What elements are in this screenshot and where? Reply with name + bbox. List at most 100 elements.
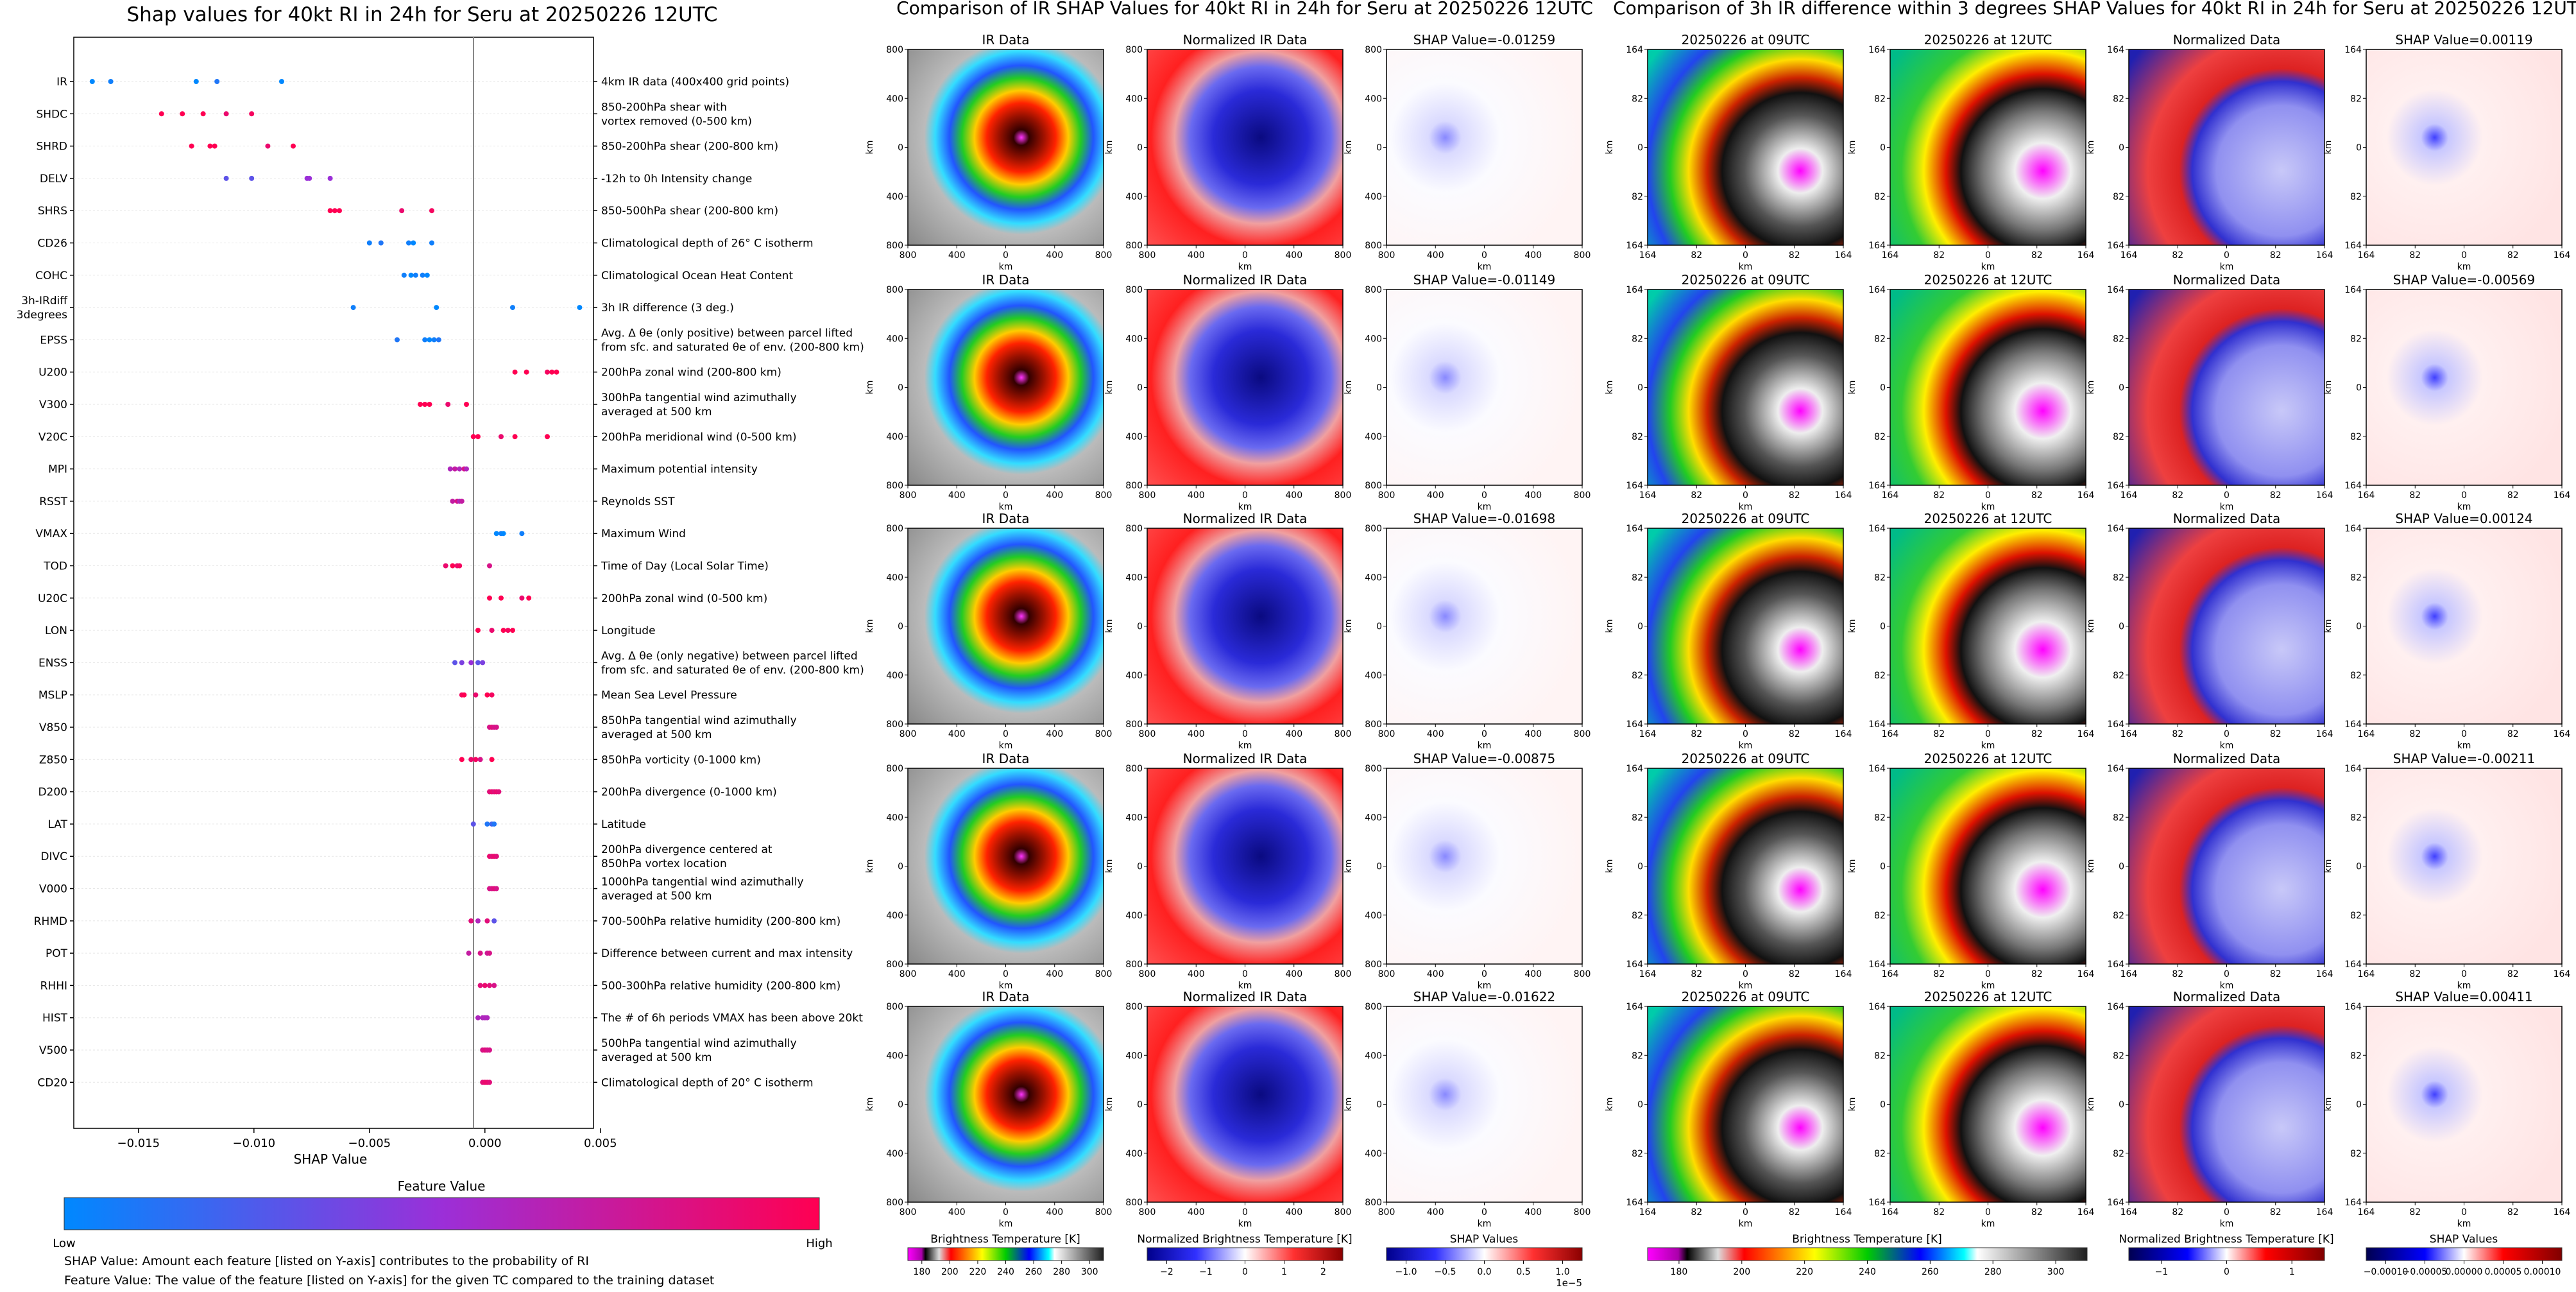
y-tick-label: 800 (886, 481, 903, 491)
x-tick-label: 0 (2224, 490, 2230, 501)
y-tick-label: 0 (1637, 622, 1643, 632)
shap-point (549, 369, 555, 375)
subplot-image (1147, 49, 1343, 246)
x-tick-label: 164 (1639, 1207, 1657, 1218)
y-tick-label: 82 (1632, 911, 1643, 921)
x-tick-label: 164 (2316, 250, 2333, 261)
y-tick-label: 82 (2113, 192, 2124, 202)
y-tick-label: 164 (1626, 285, 1643, 295)
y-tick-label: 400 (1365, 94, 1382, 104)
feature-description: 500hPa tangential wind azimuthally (601, 1037, 797, 1050)
x-tick-label: 82 (2409, 250, 2421, 261)
subplot-image (2366, 1006, 2563, 1203)
subplot-image (1386, 1006, 1583, 1203)
x-tick-label: 82 (2031, 250, 2043, 261)
x-tick-label: 82 (2172, 969, 2183, 979)
shap-point (332, 208, 337, 214)
shap-point (411, 240, 416, 246)
x-tick-label: 82 (2507, 729, 2519, 739)
colorbar-tick-label: 220 (1796, 1267, 1813, 1277)
feature-description: Reynolds SST (601, 495, 675, 508)
y-tick-label: 82 (1874, 192, 1886, 202)
y-tick-label: 164 (2107, 960, 2124, 970)
feature-description: 850-200hPa shear with (601, 101, 727, 114)
x-tick-label: 82 (2031, 1207, 2043, 1218)
subplot-image (1647, 768, 1844, 965)
y-tick-label: 82 (1874, 671, 1886, 681)
y-tick-label: 82 (2113, 911, 2124, 921)
y-axis-label: km (865, 141, 875, 155)
colorbar-tick-label: −0.00010 (2364, 1267, 2409, 1277)
y-tick-label: 400 (886, 1149, 903, 1159)
shap-point (89, 79, 95, 84)
shap-point (431, 337, 437, 343)
subplot-title: IR Data (982, 751, 1030, 766)
y-tick-label: 164 (1868, 764, 1886, 774)
shap-point (212, 143, 218, 149)
x-tick-label: 82 (1691, 729, 1702, 739)
shap-point (413, 272, 418, 278)
colorbar-tick-label: 200 (1733, 1267, 1750, 1277)
shap-point (487, 595, 492, 601)
y-tick-label: 164 (2107, 45, 2124, 55)
x-tick-label: 0 (1481, 1207, 1487, 1218)
x-tick-label: 82 (1789, 250, 1800, 261)
x-tick-label: 400 (1524, 490, 1542, 501)
subplot-image (907, 289, 1104, 486)
x-tick-label: 164 (1639, 490, 1657, 501)
x-axis-label: km (1478, 741, 1492, 751)
y-tick-label: 0 (1137, 622, 1143, 632)
feature-label: SHDC (36, 108, 67, 121)
y-axis-label: km (1104, 619, 1114, 633)
y-tick-label: 400 (886, 192, 903, 202)
shap-point (487, 983, 492, 988)
x-tick-label: 82 (1789, 490, 1800, 501)
x-tick-label: 800 (900, 1207, 917, 1218)
y-tick-label: 82 (2350, 334, 2362, 344)
feature-description: 3h IR difference (3 deg.) (601, 302, 734, 314)
feature-description: 200hPa zonal wind (200-800 km) (601, 366, 781, 379)
y-tick-label: 800 (1365, 481, 1382, 491)
shap-point (475, 918, 481, 924)
subplot-title: 20250226 at 09UTC (1682, 32, 1810, 47)
y-tick-label: 800 (886, 1198, 903, 1208)
shap-point (484, 821, 490, 827)
shap-point (395, 337, 400, 343)
y-tick-label: 400 (1365, 1149, 1382, 1159)
x-tick-label: 82 (1691, 490, 1702, 501)
x-tick-label: 164 (2316, 490, 2333, 501)
x-axis-label: km (2457, 262, 2471, 272)
subplot-image (1889, 289, 2086, 486)
x-axis-label: km (1981, 262, 1995, 272)
y-tick-label: 82 (2350, 813, 2362, 823)
x-tick-label: 800 (1095, 729, 1113, 739)
feature-label: CD26 (37, 237, 67, 250)
colorbar-tick-label: −0.00005 (2403, 1267, 2448, 1277)
x-tick-label: 164 (1639, 969, 1657, 979)
y-tick-label: 800 (1365, 1002, 1382, 1012)
shap-point (223, 175, 229, 181)
x-tick-label: 164 (2554, 490, 2571, 501)
feature-label: LAT (47, 818, 67, 831)
subplot-title: IR Data (982, 511, 1030, 526)
shap-point (482, 983, 488, 988)
shap-point (493, 854, 499, 859)
shap-point (496, 789, 502, 795)
shap-point (475, 660, 481, 666)
x-tick-label: 800 (1378, 490, 1395, 501)
shap-point (489, 692, 495, 698)
shap-point (418, 402, 423, 407)
ir-colorbars: Brightness Temperature [K] 180 200 220 240 2… (907, 1233, 1583, 1289)
feature-description: from sfc. and saturated θe of env. (200-… (601, 341, 864, 354)
feature-label: CD20 (37, 1076, 67, 1089)
y-axis-label: km (1343, 381, 1354, 395)
shap-point (519, 531, 525, 537)
y-tick-label: 800 (1125, 719, 1143, 730)
x-tick-label: 164 (1639, 250, 1657, 261)
colorbar-tick-label: 1.0 (1555, 1267, 1569, 1277)
shap-point (554, 369, 559, 375)
feature-description: Maximum potential intensity (601, 463, 758, 476)
x-tick-label: 0 (1985, 729, 1991, 739)
feature-description: averaged at 500 km (601, 890, 712, 903)
y-axis-label: km (865, 1098, 875, 1112)
